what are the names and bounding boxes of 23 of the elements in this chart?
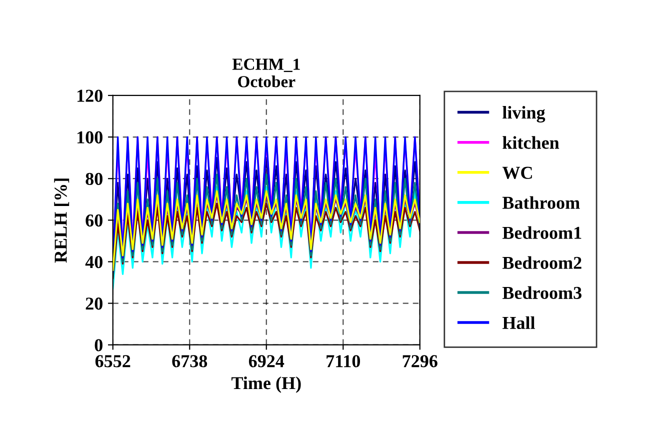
legend-label: Bedroom1: [502, 226, 582, 239]
legend-label: Hall: [502, 316, 535, 330]
x-axis-title: Time (H): [231, 376, 301, 393]
y-tick-label: 20: [86, 298, 102, 310]
y-tick-label: 100: [78, 131, 102, 144]
legend-label: kitchen: [502, 136, 560, 149]
y-tick-label: 40: [85, 256, 102, 268]
legend-label: living: [502, 106, 546, 123]
legend-label: Bedroom2: [502, 256, 582, 269]
legend-label: Bathroom: [502, 196, 580, 209]
legend-label: WC: [502, 166, 532, 179]
x-tick-label: 7110: [326, 355, 360, 368]
y-tick-label: 120: [78, 90, 102, 102]
x-tick-label: 7296: [402, 355, 438, 368]
y-tick-label: 0: [94, 339, 102, 352]
x-tick-label: 6924: [248, 355, 284, 368]
y-tick-label: 80: [86, 172, 102, 186]
y-axis-title: RELH [%]: [54, 178, 70, 263]
x-tick-label: 6738: [172, 355, 208, 368]
x-tick-label: 6552: [95, 355, 130, 368]
legend-label: Bedroom3: [502, 286, 582, 300]
chart-title: ECHM_1 October: [232, 58, 300, 88]
y-tick-label: 60: [86, 214, 102, 227]
